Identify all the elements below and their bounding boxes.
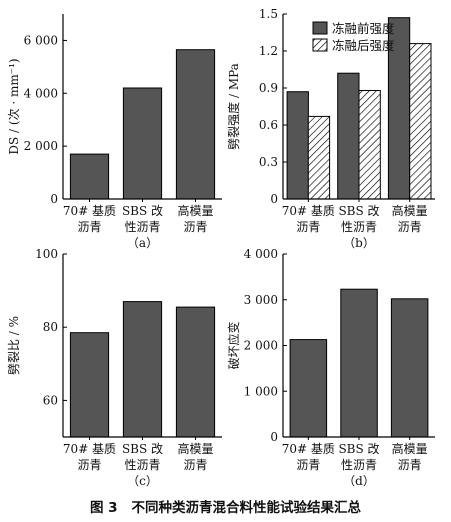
x-tick-label: 70# 基质 [282,442,335,456]
x-tick-label: SBS 改 [338,442,379,456]
legend-label: 冻融后强度 [332,38,395,53]
legend-label: 冻融前强度 [332,21,395,36]
y-axis-title: 劈裂比 / % [6,316,21,375]
y-tick-label: 0 [270,192,278,206]
y-tick-label: 0.9 [259,81,278,95]
legend-swatch [312,38,328,52]
x-tick-label: 性沥青 [124,458,160,472]
y-tick-label: 0.6 [259,118,278,132]
legend-swatch [312,21,328,35]
x-tick-label: 沥青 [77,220,101,234]
y-tick-label: 4 000 [24,86,58,100]
panel-label: （c） [127,474,158,488]
bar-value-3 [175,306,216,438]
bar-value-3 [390,298,429,438]
bar-value-2 [122,301,163,438]
bar-value-1 [69,332,110,438]
y-tick-label: 1.2 [259,44,278,58]
y-tick-label: 0 [270,430,278,444]
y-axis-title: DS / (次 · mm⁻¹) [7,58,21,154]
y-tick-label: 6 000 [24,33,58,47]
x-tick-label: 沥青 [296,458,320,472]
x-tick-label: 性沥青 [341,458,377,472]
y-tick-label: 0 [50,192,58,206]
x-tick-label: 性沥青 [124,220,160,234]
y-tick-label: 80 [43,320,58,334]
x-tick-label: 沥青 [183,458,207,472]
x-tick-label: 高模量 [177,441,213,456]
bar-冻融后强度-2 [358,90,381,200]
x-tick-label: 沥青 [77,458,101,472]
y-axis-title: 破坏应变 [226,321,241,369]
panel-label: （d） [343,474,375,488]
x-tick-label: 沥青 [398,220,422,234]
x-tick-label: SBS 改 [122,204,163,218]
y-tick-label: 0.3 [259,155,278,169]
y-tick-label: 100 [35,247,58,261]
x-tick-label: 70# 基质 [63,204,116,218]
bar-value-1 [69,153,110,200]
figure-number: 图 3 [89,500,118,516]
y-tick-label: 60 [43,393,58,407]
x-tick-label: SBS 改 [338,204,379,218]
x-tick-label: 70# 基质 [63,442,116,456]
y-tick-label: 1 000 [244,384,278,398]
bar-value-2 [122,87,163,200]
bar-value-2 [340,288,378,438]
x-tick-label: 性沥青 [341,220,377,234]
x-tick-label: 沥青 [183,220,207,234]
panel-label: （b） [343,236,375,250]
y-tick-label: 4 000 [244,247,278,261]
bar-冻融前强度-1 [286,91,309,200]
bar-冻融后强度-1 [307,115,331,200]
figure-caption-text: 不同种类沥青混合料性能试验结果汇总 [131,500,362,516]
bar-value-3 [175,49,216,200]
x-tick-label: 高模量 [392,441,428,456]
x-tick-label: 70# 基质 [282,204,335,218]
x-tick-label: 沥青 [296,220,320,234]
y-axis-title: 劈裂强度 / MPa [226,63,241,150]
panel-label: （a） [127,236,158,250]
x-tick-label: SBS 改 [122,442,163,456]
y-tick-label: 2 000 [24,139,58,153]
y-tick-label: 1.5 [259,7,278,21]
x-tick-label: 高模量 [177,203,213,218]
x-tick-label: 高模量 [392,203,428,218]
x-tick-label: 沥青 [398,458,422,472]
figure-caption: 图 3 不同种类沥青混合料性能试验结果汇总 [0,496,451,516]
bar-value-1 [289,339,328,438]
y-tick-label: 3 000 [244,293,278,307]
bar-冻融后强度-3 [409,43,432,200]
y-tick-label: 2 000 [244,339,278,353]
bar-冻融前强度-2 [337,72,360,200]
